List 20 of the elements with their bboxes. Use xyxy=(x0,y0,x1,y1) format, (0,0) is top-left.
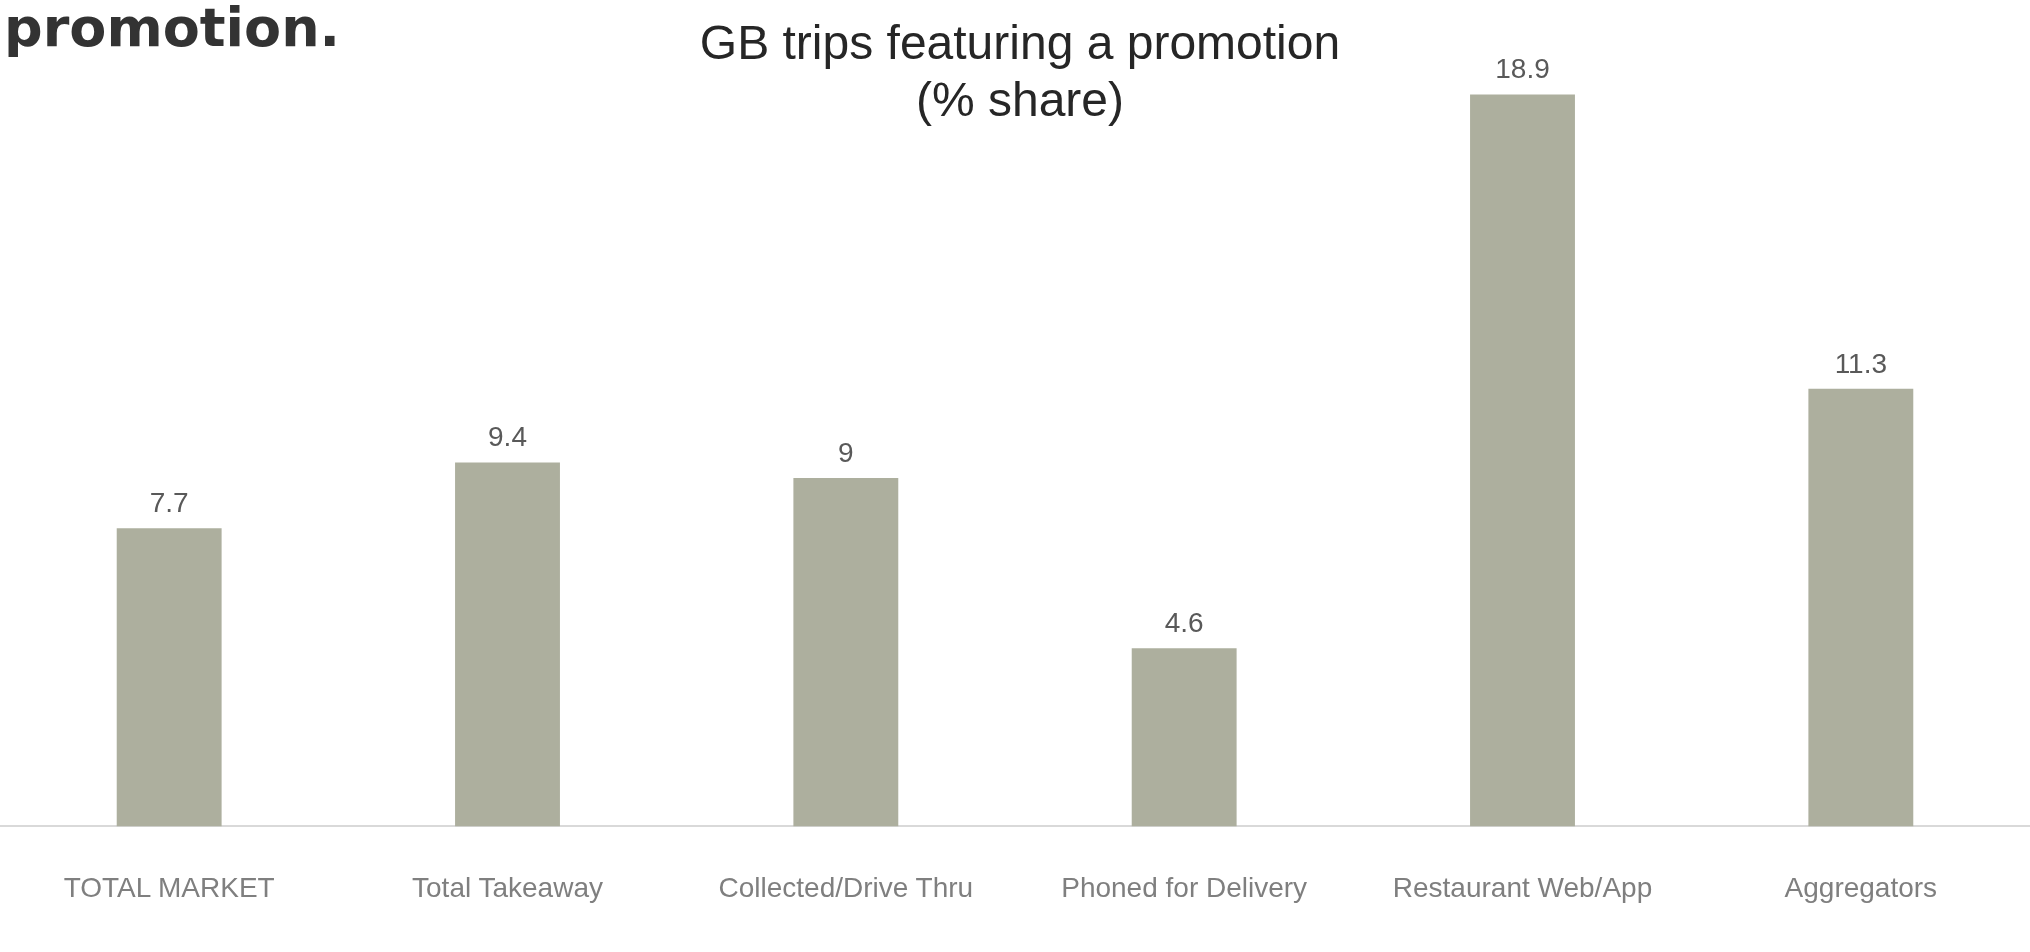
bar xyxy=(116,528,222,827)
bar xyxy=(1131,648,1237,827)
data-label: 7.7 xyxy=(149,486,189,518)
x-tick-label: Aggregators xyxy=(1784,871,1938,903)
data-label: 18.9 xyxy=(1495,53,1550,85)
bar xyxy=(793,477,899,827)
bar xyxy=(1808,388,1914,827)
text: promotion. xyxy=(4,0,341,59)
chart-title: GB trips featuring a promotion (% share) xyxy=(698,15,1342,128)
x-tick-label: TOTAL MARKET xyxy=(63,871,275,903)
data-label: 4.6 xyxy=(1164,607,1204,639)
bar xyxy=(1470,94,1575,827)
x-tick-label: Total Takeaway xyxy=(412,871,603,903)
bar xyxy=(455,462,560,827)
x-tick-label: Restaurant Web/App xyxy=(1392,871,1653,903)
x-tick-label: Collected/Drive Thru xyxy=(718,871,974,903)
x-tick-label: Phoned for Delivery xyxy=(1061,871,1308,903)
data-label: 9 xyxy=(838,436,854,468)
data-label: 11.3 xyxy=(1834,347,1888,379)
data-label: 9.4 xyxy=(488,421,527,453)
